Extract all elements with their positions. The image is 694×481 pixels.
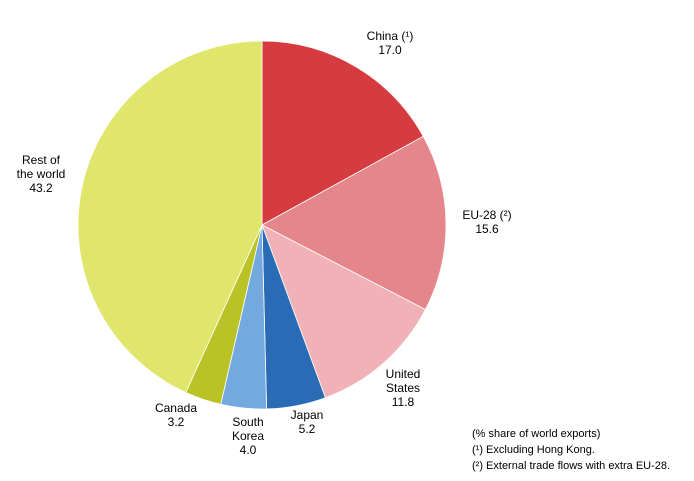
pie-slice-united-states <box>261 224 426 399</box>
slice-label-eu-28: EU-28 (²) <box>462 208 511 222</box>
slice-label-japan: Japan <box>291 408 324 422</box>
pie-slice-china <box>261 40 424 226</box>
slice-value-china: 17.0 <box>378 43 402 57</box>
slice-label-rest-of-the-world: the world <box>17 167 66 181</box>
slice-labels: China (¹)17.0 EU-28 (²)15.6 UnitedStates11… <box>17 29 512 457</box>
slice-value-south-korea: 4.0 <box>240 443 257 457</box>
slice-label-south-korea: Korea <box>232 429 264 443</box>
slice-label-united-states: United <box>386 367 421 381</box>
unit-note: (% share of world exports) <box>472 428 601 440</box>
pie-slice-eu-28 <box>261 135 447 311</box>
pie-slices <box>77 40 447 410</box>
pie-slice-rest-of-the-world <box>77 40 263 393</box>
slice-label-rest-of-the-world: Rest of <box>22 153 61 167</box>
footnote-2: (²) External trade flows with extra EU-2… <box>472 460 671 472</box>
slice-value-united-states: 11.8 <box>392 395 415 409</box>
slice-label-canada: Canada <box>155 401 197 415</box>
footnote-1: (¹) Excluding Hong Kong. <box>472 444 595 456</box>
slice-value-eu-28: 15.6 <box>475 222 499 236</box>
chart-notes: (% share of world exports) (¹) Excluding… <box>472 426 670 474</box>
slice-label-south-korea: South <box>232 415 263 429</box>
slice-value-japan: 5.2 <box>299 422 316 436</box>
slice-label-china: China (¹) <box>367 29 414 43</box>
slice-label-united-states: States <box>386 381 420 395</box>
slice-value-rest-of-the-world: 43.2 <box>29 181 53 195</box>
slice-value-canada: 3.2 <box>168 415 185 429</box>
